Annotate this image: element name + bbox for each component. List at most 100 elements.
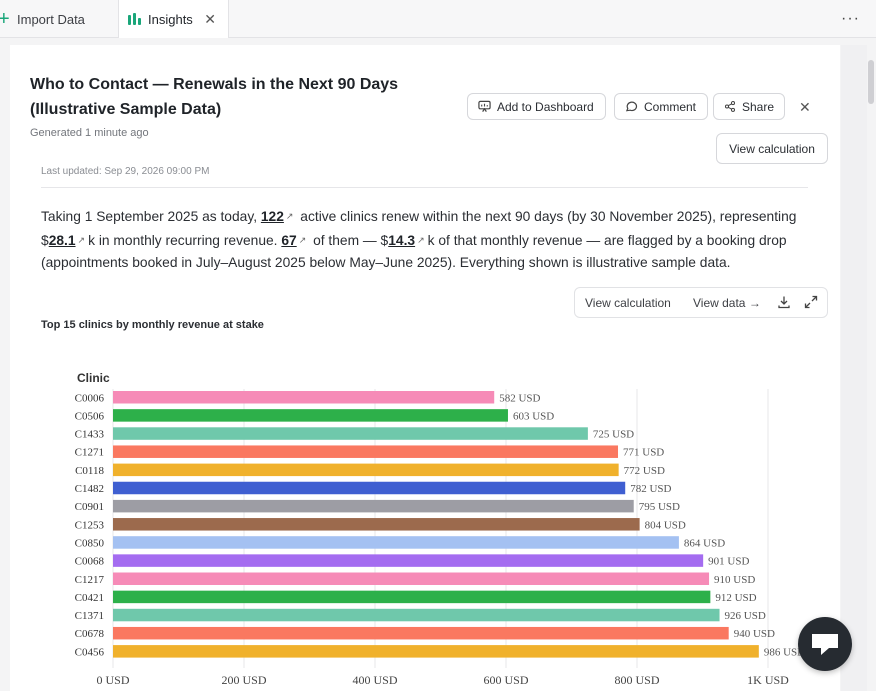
tab-import-data[interactable]: + Import Data (0, 0, 118, 38)
data-label: 795 USD (639, 501, 680, 513)
category-label: C1217 (75, 574, 105, 586)
chart-title: Top 15 clinics by monthly revenue at sta… (41, 319, 264, 331)
add-to-dashboard-button[interactable]: Add to Dashboard (467, 93, 606, 120)
data-label: 725 USD (593, 429, 634, 441)
data-label: 926 USD (725, 610, 766, 622)
bar (113, 518, 640, 531)
bar (113, 572, 710, 585)
plus-icon: + (0, 8, 10, 30)
bar (113, 499, 634, 513)
summary-part: k of that monthly revenue — are flagged … (41, 232, 787, 271)
x-tick-label: 800 USD (614, 673, 659, 687)
bar (113, 445, 619, 458)
data-label: 864 USD (684, 537, 725, 549)
data-label: 910 USD (714, 574, 755, 586)
close-icon[interactable]: ✕ (799, 99, 811, 115)
summary-part: active clinics renew within the next 90 … (41, 209, 797, 248)
category-label: C0506 (75, 410, 105, 422)
tab-import-label: Import Data (17, 11, 85, 27)
x-tick-label: 400 USD (352, 673, 397, 687)
bar (113, 645, 759, 658)
download-icon[interactable] (777, 295, 791, 312)
category-label: C0421 (75, 592, 104, 604)
chart-view-calculation-button[interactable]: View calculation (585, 296, 671, 310)
category-label: C0118 (75, 465, 104, 477)
page-title: Who to Contact — Renewals in the Next 90… (30, 76, 399, 118)
summary-part: k in monthly recurring revenue. (88, 232, 282, 248)
summary-part: of them — $ (309, 232, 389, 248)
x-tick-label: 200 USD (221, 673, 266, 687)
data-label: 782 USD (630, 483, 671, 495)
comment-icon (625, 101, 638, 112)
data-label: 582 USD (499, 392, 540, 404)
renewing-clinics-count[interactable]: 122 (260, 209, 284, 224)
bar-chart: Clinic C0006 582 USD C0506 603 USD C1433 725 U… (75, 371, 805, 687)
chart-toolbar: View calculation View data → (574, 287, 828, 318)
bar (113, 481, 626, 495)
external-link-icon: ↗ (417, 234, 425, 245)
external-link-icon: ↗ (77, 234, 86, 245)
bar (113, 626, 729, 640)
y-axis-label: Clinic (77, 371, 110, 385)
category-label: C1271 (75, 447, 104, 459)
tab-insights-label: Insights (148, 11, 193, 27)
view-data-button[interactable]: View data → (693, 296, 761, 310)
x-tick-label: 600 USD (483, 673, 528, 687)
scrollbar-thumb[interactable] (868, 60, 874, 104)
x-tick-label: 0 USD (96, 673, 129, 687)
bar (113, 608, 720, 622)
chat-icon (812, 634, 838, 655)
close-tab-icon[interactable]: ✕ (204, 11, 216, 27)
view-calculation-button[interactable]: View calculation (716, 133, 828, 164)
category-label: C0901 (75, 501, 104, 513)
more-options-icon[interactable]: ··· (841, 10, 860, 27)
last-updated: Last updated: Sep 29, 2026 09:00 PM (41, 166, 210, 177)
bar-chart-icon (128, 13, 141, 25)
summary-part: Taking 1 September 2025 as today, (41, 209, 261, 224)
summary-text: Taking 1 September 2025 as today, 122 ↗ a… (41, 205, 816, 275)
category-label: C1482 (75, 483, 104, 495)
bar (113, 590, 711, 604)
monthly-revenue-value[interactable]: 28.1 (48, 232, 76, 248)
category-label: C1253 (75, 519, 105, 531)
external-link-icon: ↗ (285, 211, 294, 221)
data-label: 986 USD (764, 646, 805, 658)
data-label: 804 USD (645, 519, 686, 531)
bar (113, 391, 495, 404)
bar (113, 463, 619, 477)
category-label: C1433 (75, 429, 105, 441)
category-label: C1371 (75, 610, 104, 622)
x-tick-label: 1K USD (747, 673, 789, 687)
data-label: 771 USD (623, 447, 664, 459)
category-label: C0678 (75, 628, 105, 640)
divider (41, 187, 808, 188)
bar (113, 427, 588, 440)
category-label: C0850 (75, 537, 105, 549)
scrollbar-track (841, 45, 867, 691)
external-link-icon: ↗ (298, 234, 307, 245)
bar (113, 554, 704, 567)
data-label: 772 USD (624, 465, 665, 477)
data-label: 912 USD (715, 592, 756, 604)
share-button[interactable]: Share (713, 93, 785, 120)
bar (113, 409, 508, 422)
dashboard-icon (478, 100, 491, 112)
chat-button[interactable] (798, 617, 852, 671)
data-label: 901 USD (708, 556, 749, 568)
bar (113, 536, 679, 549)
generated-time: Generated 1 minute ago (30, 127, 149, 139)
data-label: 940 USD (734, 628, 775, 640)
flagged-clinics-count[interactable]: 67 (281, 232, 297, 248)
add-to-dashboard-label: Add to Dashboard (497, 99, 594, 114)
flagged-revenue-value[interactable]: 14.3 (388, 232, 416, 248)
category-label: C0456 (75, 646, 105, 658)
category-label: C0006 (75, 392, 105, 404)
share-icon (724, 101, 736, 112)
expand-icon[interactable] (804, 295, 818, 312)
comment-label: Comment (644, 99, 697, 114)
category-label: C0068 (75, 556, 105, 568)
tab-bar: + Import Data Insights ✕ ··· (0, 0, 876, 38)
share-label: Share (741, 99, 774, 114)
comment-button[interactable]: Comment (614, 93, 708, 120)
tab-insights[interactable]: Insights ✕ (118, 0, 229, 38)
